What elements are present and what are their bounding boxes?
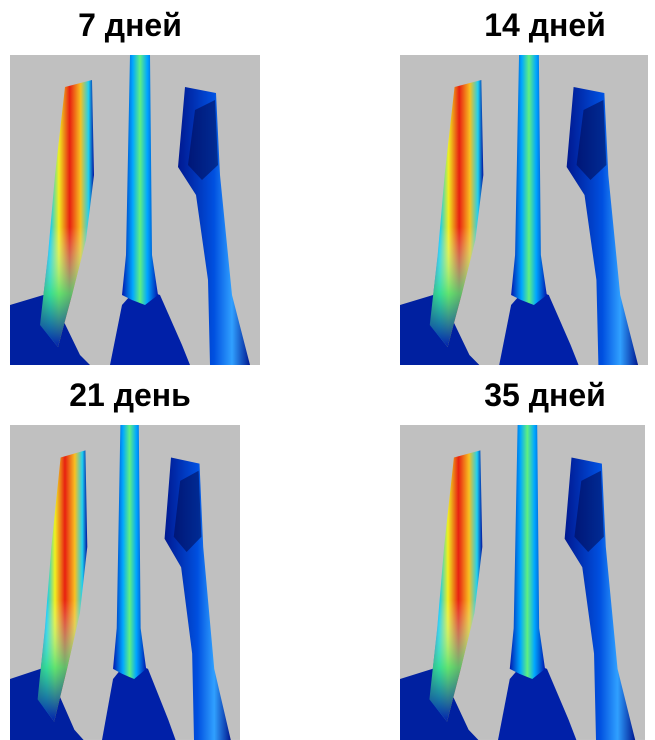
panel-title: 14 дней xyxy=(484,7,606,43)
figure: 7 дней 14 дней 21 день 35 дней xyxy=(0,0,655,740)
panel-title: 21 день xyxy=(69,377,191,413)
heatmap-image xyxy=(400,425,645,740)
heatmap-image xyxy=(10,55,260,365)
panel-title: 7 дней xyxy=(78,7,182,43)
panel-title: 35 дней xyxy=(484,377,606,413)
heatmap-image xyxy=(400,55,648,365)
heatmap-image xyxy=(10,425,240,740)
